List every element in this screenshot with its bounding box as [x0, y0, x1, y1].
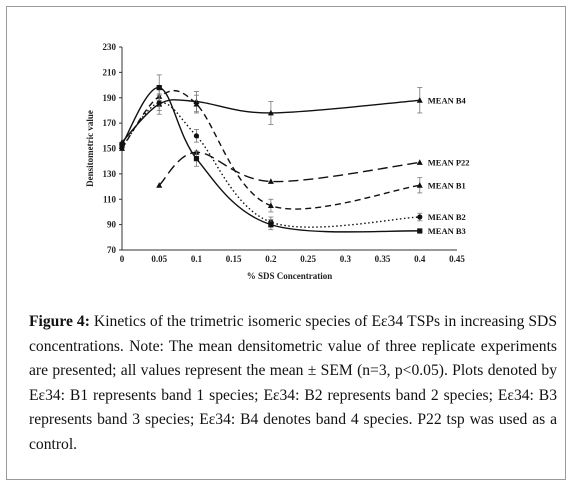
x-tick-label: 0.4 [414, 254, 426, 264]
x-tick-labels: 0 0.05 0.1 0.15 0.2 0.25 0.3 0.35 0.4 0.45 [120, 254, 466, 264]
x-tick-label: 0.15 [226, 254, 242, 264]
series-mean-b4: MEAN B4 [119, 87, 467, 145]
series-line [121, 89, 420, 210]
series-mean-b1: MEAN B1 [119, 85, 466, 213]
series-label: MEAN B2 [428, 212, 466, 222]
series-mean-p22: MEAN P22 [156, 149, 470, 188]
y-axis-label: Densitometric value [85, 110, 95, 187]
y-tick-label: 130 [103, 169, 117, 179]
series-line [121, 102, 420, 228]
x-tick-label: 0.3 [340, 254, 352, 264]
series-label: MEAN B1 [428, 180, 466, 190]
x-axis-label: % SDS Concentration [247, 271, 333, 281]
x-tick-label: 0.1 [191, 254, 203, 264]
data-point [193, 156, 200, 162]
caption-label: Figure 4: [29, 313, 90, 330]
data-point [416, 182, 423, 188]
axes [121, 47, 457, 251]
data-point [417, 214, 423, 220]
data-point [156, 182, 163, 188]
y-tick-label: 170 [103, 118, 117, 128]
series-label: MEAN P22 [428, 157, 470, 167]
figure-frame: 0 0.05 0.1 0.15 0.2 0.25 0.3 0.35 0.4 0.45 70 90 11… [6, 6, 566, 480]
data-point [193, 100, 200, 107]
data-point [416, 97, 423, 103]
data-point [119, 142, 125, 148]
y-tick-labels: 70 90 110 130 150 170 190 210 230 [103, 42, 122, 255]
y-tick-label: 190 [103, 93, 117, 103]
series-line [158, 151, 420, 186]
x-tick-label: 0 [120, 254, 125, 264]
data-point [267, 178, 274, 184]
x-tick-label: 0.35 [375, 254, 391, 264]
y-tick-label: 230 [103, 42, 117, 52]
series-label: MEAN B4 [428, 95, 467, 105]
line-chart: 0 0.05 0.1 0.15 0.2 0.25 0.3 0.35 0.4 0.45 70 90 11… [85, 42, 470, 281]
data-point [416, 159, 423, 165]
caption-text: Kinetics of the trimetric isomeric speci… [29, 313, 557, 453]
series-mean-b2: MEAN B2 [119, 94, 466, 228]
x-tick-label: 0.2 [265, 254, 277, 264]
data-point [267, 202, 274, 208]
data-point [267, 109, 274, 116]
series-line [121, 86, 420, 233]
y-tick-label: 110 [103, 194, 117, 204]
data-point [417, 228, 423, 234]
y-tick-label: 70 [107, 245, 117, 255]
x-tick-label: 0.25 [300, 254, 316, 264]
data-point [156, 100, 162, 106]
x-tick-label: 0.45 [449, 254, 465, 264]
series-layer: MEAN B4 MEAN P22 MEAN B1 MEAN B2 MEAN B3 [119, 74, 470, 236]
y-tick-label: 150 [103, 144, 117, 154]
data-point [156, 85, 162, 91]
series-mean-b3: MEAN B3 [119, 74, 466, 236]
series-label: MEAN B3 [428, 226, 466, 236]
figure-caption: Figure 4: Kinetics of the trimetric isom… [29, 310, 557, 457]
data-point [268, 222, 274, 228]
x-tick-label: 0.05 [151, 254, 167, 264]
data-point [193, 133, 200, 139]
y-tick-label: 90 [107, 220, 117, 230]
series-line [121, 99, 420, 143]
y-tick-label: 210 [103, 67, 117, 77]
